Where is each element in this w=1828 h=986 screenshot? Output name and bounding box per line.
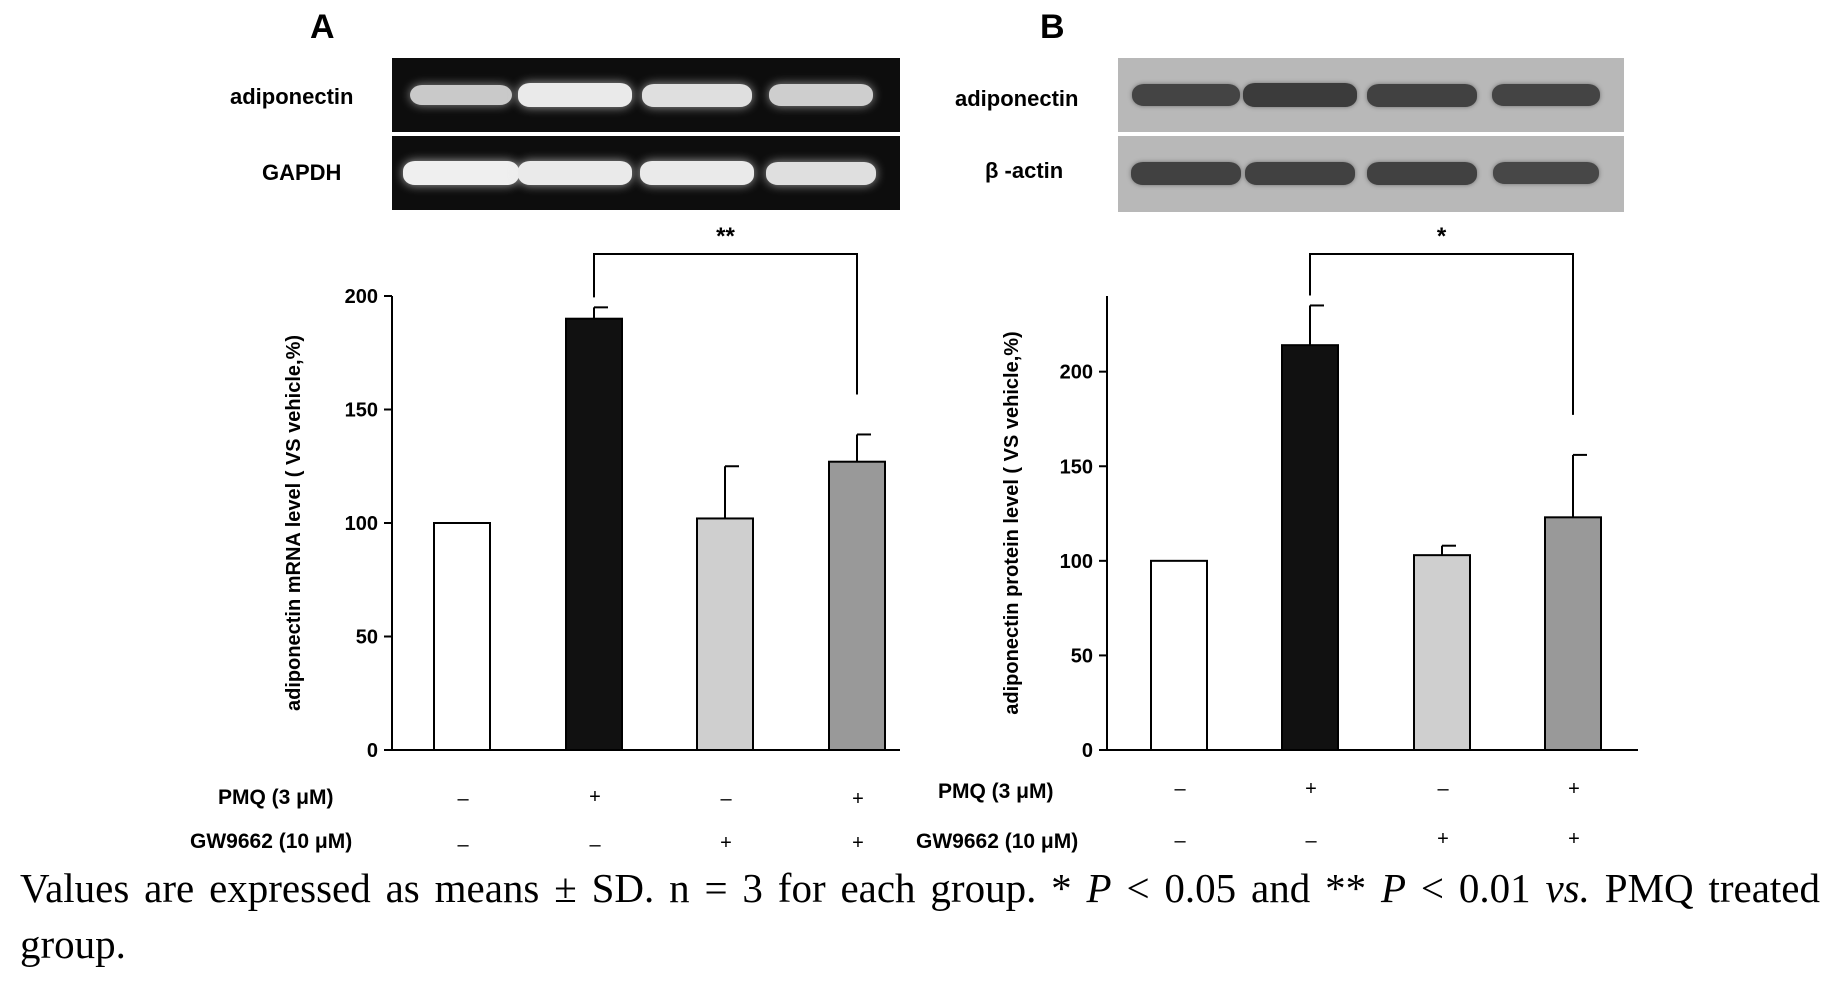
blot-b-row2-image <box>1118 136 1624 212</box>
bar <box>1150 559 1208 751</box>
blot-a-row2-label: GAPDH <box>262 160 342 185</box>
y-tick-label: 50 <box>356 627 378 649</box>
cond-b-row2-sign: + <box>1568 828 1580 850</box>
caption-text: PMQ treated group. <box>20 865 1820 967</box>
blot-band <box>1245 161 1356 185</box>
blot-band <box>1366 161 1477 185</box>
cond-a-row1-sign: + <box>589 786 601 808</box>
y-tick-label: 100 <box>1060 551 1093 573</box>
blot-band <box>1492 162 1599 184</box>
cond-b-row2-sign: – <box>1305 830 1317 852</box>
y-tick-label: 200 <box>345 286 378 308</box>
cond-b-row2-sign: + <box>1437 828 1449 850</box>
blot-band <box>1491 83 1600 107</box>
y-tick-label: 100 <box>345 513 378 535</box>
blot-b-row1-label: adiponectin <box>955 86 1079 111</box>
bar <box>828 460 886 751</box>
cond-a-row2-sign: + <box>720 832 732 854</box>
caption-p-symbol: P <box>1086 865 1112 911</box>
blot-band <box>641 83 752 107</box>
cond-b-row1-sign: + <box>1305 778 1317 800</box>
blot-band <box>402 160 519 186</box>
caption-text: < 0.05 and ** <box>1111 865 1381 911</box>
blot-band <box>639 160 754 186</box>
y-tick-label: 150 <box>345 400 378 422</box>
blot-band <box>517 82 632 108</box>
bar <box>1544 516 1602 752</box>
blot-band <box>517 160 632 186</box>
blot-a-row1-label: adiponectin <box>230 84 354 109</box>
y-axis-label: adiponectin protein level ( VS vehicle,%… <box>1001 331 1023 714</box>
bar <box>433 522 491 751</box>
figure-caption: Values are expressed as means ± SD. n = … <box>20 860 1820 972</box>
blot-band <box>769 84 874 106</box>
cond-b-row2-sign: – <box>1174 830 1186 852</box>
panel-a-letter: A <box>310 8 335 46</box>
bar <box>696 517 754 752</box>
significance-marker: ** <box>716 223 735 250</box>
cond-a-row1-sign: + <box>852 788 864 810</box>
cond-b-row1-sign: + <box>1568 778 1580 800</box>
bar <box>1413 554 1471 751</box>
cond-b-row1-sign: – <box>1437 778 1449 800</box>
cond-a-row2-sign: – <box>457 834 469 856</box>
y-tick-label: 0 <box>367 740 378 762</box>
caption-p-symbol: P <box>1380 865 1407 911</box>
y-axis-label: adiponectin mRNA level ( VS vehicle,%) <box>283 335 305 711</box>
blot-band <box>1131 161 1242 185</box>
blot-band <box>409 84 512 106</box>
cond-b-row1-label: PMQ (3 μM) <box>938 780 1054 803</box>
blot-a-row2-image <box>392 136 900 210</box>
significance-marker: * <box>1437 223 1447 250</box>
blot-b-row1-image <box>1118 58 1624 132</box>
blot-band <box>1132 83 1241 107</box>
blot-band <box>766 161 877 185</box>
y-tick-label: 200 <box>1060 362 1093 384</box>
significance-bracket <box>1309 253 1574 415</box>
cond-a-row1-sign: – <box>457 788 469 810</box>
caption-vs: vs. <box>1545 865 1590 911</box>
cond-a-row2-label: GW9662 (10 μM) <box>190 830 353 853</box>
cond-a-row2-sign: – <box>589 834 601 856</box>
blot-b-row2-label: β -actin <box>985 158 1064 183</box>
blot-a-row1-image <box>392 58 900 132</box>
cond-a-row2-sign: + <box>852 832 864 854</box>
caption-text: Values are expressed as means ± SD. n = … <box>20 865 1087 911</box>
y-tick-label: 50 <box>1071 645 1093 667</box>
bar <box>1281 344 1339 751</box>
y-tick-label: 150 <box>1060 456 1093 478</box>
bar <box>565 317 623 751</box>
y-tick-label: 0 <box>1082 740 1093 762</box>
cond-a-row1-label: PMQ (3 μM) <box>218 786 334 809</box>
panel-b-letter: B <box>1040 8 1065 46</box>
cond-b-row2-label: GW9662 (10 μM) <box>916 830 1079 853</box>
cond-a-row1-sign: – <box>720 788 732 810</box>
caption-text: < 0.01 <box>1406 865 1546 911</box>
blot-band <box>1366 83 1477 107</box>
significance-bracket <box>593 253 858 395</box>
blot-band <box>1243 82 1358 108</box>
cond-b-row1-sign: – <box>1174 778 1186 800</box>
